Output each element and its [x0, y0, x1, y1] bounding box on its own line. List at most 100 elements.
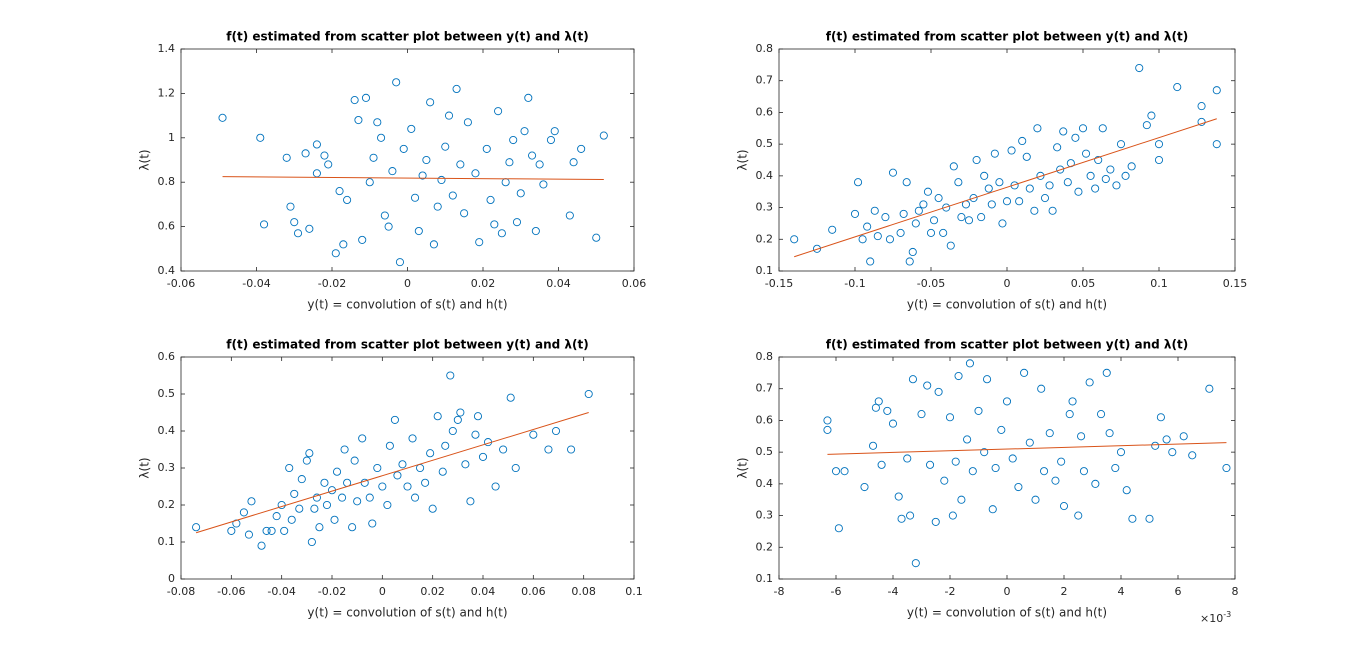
- scatter-point: [1065, 410, 1074, 419]
- scatter-point: [1002, 397, 1012, 406]
- scatter-point: [577, 144, 586, 153]
- x-tick-label: -6: [831, 585, 842, 598]
- y-tick-label: 0.4: [158, 264, 176, 277]
- scatter-point: [512, 218, 522, 227]
- scatter-point: [433, 202, 442, 211]
- scatter-point: [1121, 171, 1130, 180]
- scatter-point: [599, 131, 608, 140]
- y-tick-label: 0.7: [756, 74, 774, 87]
- scatter-point: [384, 222, 393, 231]
- scatter-point: [995, 178, 1004, 187]
- scatter-point: [550, 127, 559, 136]
- scatter-point: [1094, 155, 1103, 165]
- y-tick-label: 0.3: [158, 461, 176, 474]
- x-axis-label: y(t) = convolution of s(t) and h(t): [907, 298, 1107, 312]
- scatter-point: [516, 189, 525, 198]
- scatter-point: [926, 228, 936, 237]
- scatter-point: [1197, 117, 1206, 126]
- scatter-point: [1151, 441, 1160, 450]
- scatter-point: [1105, 429, 1114, 438]
- scatter-point: [885, 235, 895, 244]
- scatter-point: [983, 375, 992, 384]
- scatter-point: [315, 523, 324, 532]
- scatter-point: [385, 441, 394, 450]
- scatter-point: [350, 96, 359, 105]
- x-tick-label: 0.02: [420, 585, 445, 598]
- x-tick-label: 0.1: [1150, 277, 1168, 290]
- x-tick-label: 0.04: [471, 585, 496, 598]
- scatter-point: [377, 133, 386, 142]
- y-tick-label: 0.3: [756, 509, 774, 522]
- x-tick-label: -0.05: [917, 277, 945, 290]
- scatter-point: [1116, 140, 1126, 149]
- scatter-point: [331, 249, 340, 258]
- scatter-point: [1077, 432, 1086, 441]
- scatter-point: [1008, 454, 1017, 463]
- scatter-point: [482, 144, 491, 153]
- scatter-point: [471, 430, 480, 439]
- x-tick-label: -0.1: [844, 277, 865, 290]
- scatter-point: [285, 463, 294, 473]
- scatter-point: [414, 226, 423, 236]
- scatter-point: [919, 200, 928, 209]
- x-tick-label: 0.04: [546, 277, 571, 290]
- y-tick-label: 0.7: [756, 382, 774, 395]
- y-tick-label: 1.2: [158, 86, 176, 99]
- scatter-point: [361, 93, 371, 102]
- scatter-point: [478, 452, 488, 461]
- scatter-point: [438, 467, 447, 476]
- scatter-point: [426, 98, 435, 107]
- x-tick-label: -0.04: [242, 277, 270, 290]
- scatter-point: [874, 397, 883, 406]
- scatter-point: [1112, 181, 1121, 190]
- scatter-point: [1135, 63, 1144, 73]
- scatter-point: [565, 211, 574, 220]
- axes-box: [180, 48, 635, 272]
- scatter-point: [1188, 451, 1197, 460]
- scatter-point: [448, 191, 457, 200]
- x-axis-label: y(t) = convolution of s(t) and h(t): [907, 606, 1107, 620]
- y-tick-label: 0.1: [756, 264, 774, 277]
- scatter-point: [256, 133, 265, 142]
- scatter-point: [1212, 140, 1221, 149]
- scatter-point: [393, 471, 402, 480]
- y-tick-label: 0.5: [158, 387, 176, 400]
- scatter-point: [914, 206, 923, 215]
- scatter-point: [335, 187, 344, 196]
- y-tick-label: 0.4: [158, 424, 176, 437]
- scatter-point: [322, 500, 332, 510]
- scatter-point: [877, 460, 886, 469]
- scatter-point: [906, 511, 915, 520]
- scatter-point: [282, 153, 291, 162]
- scatter-point: [305, 449, 314, 458]
- scatter-point: [934, 387, 943, 396]
- scatter-point: [1086, 171, 1095, 180]
- scatter-point: [360, 478, 369, 487]
- x-tick-label: -0.02: [318, 585, 346, 598]
- x-tick-label: 0.08: [571, 585, 596, 598]
- y-tick-label: 0.2: [158, 498, 176, 511]
- scatter-point: [340, 445, 349, 454]
- scatter-point: [823, 425, 832, 434]
- subplot: -0.08 -0.06 -0.04 -0.02 0 0.02 0.04 0.06 0.08 0.1…: [138, 338, 643, 620]
- scatter-point: [905, 257, 914, 266]
- x-tick-label: 2: [1061, 585, 1068, 598]
- scatter-point: [460, 209, 469, 218]
- scatter-point: [287, 515, 296, 524]
- x-axis-label: y(t) = convolution of s(t) and h(t): [307, 606, 507, 620]
- scatter-point: [410, 493, 420, 502]
- scatter-point: [1022, 152, 1031, 161]
- scatter-point: [426, 449, 435, 458]
- x-tick-label: -0.06: [167, 277, 195, 290]
- scatter-point: [951, 457, 960, 466]
- scatter-point: [1091, 184, 1100, 193]
- x-tick-label: -2: [945, 585, 956, 598]
- scatter-point: [812, 244, 822, 253]
- scatter-point: [497, 229, 506, 238]
- scatter-point: [505, 158, 514, 167]
- scatter-point: [1212, 86, 1221, 95]
- scatter-point: [834, 524, 843, 533]
- scatter-point: [350, 456, 359, 465]
- scatter-point: [509, 135, 518, 145]
- scatter-point: [267, 526, 276, 535]
